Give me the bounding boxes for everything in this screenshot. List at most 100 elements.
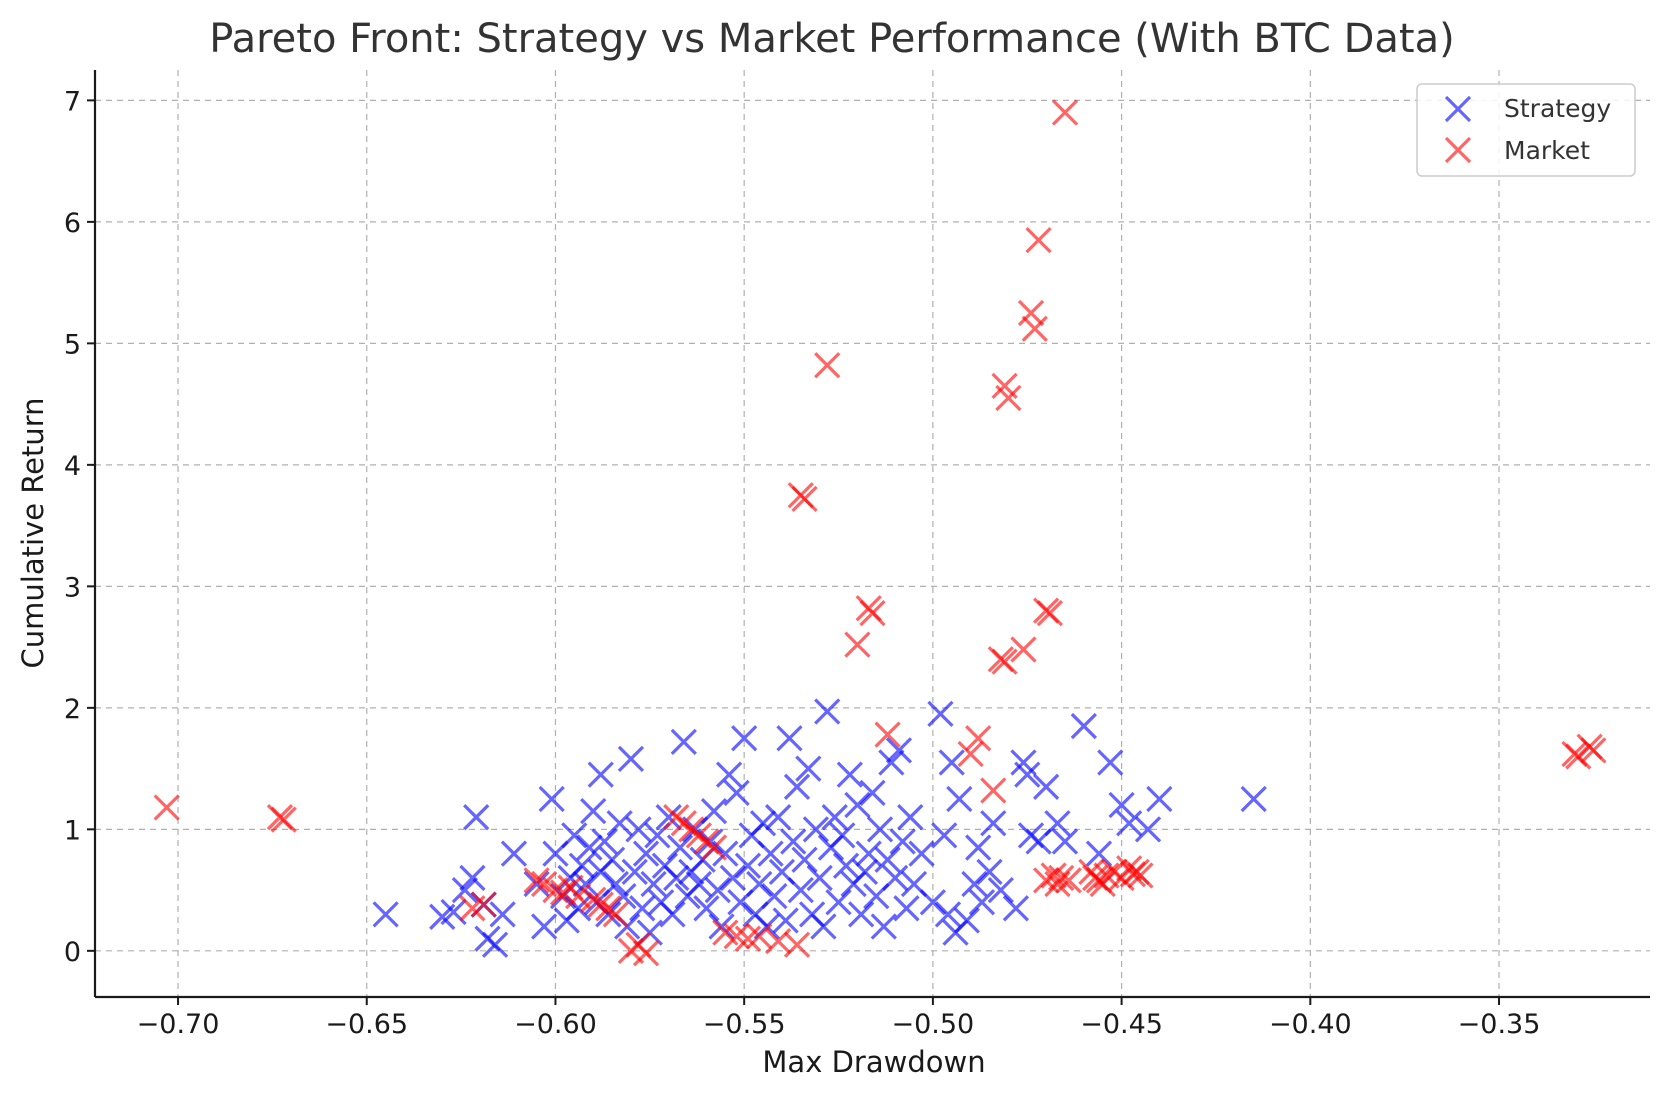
data-point-strategy (663, 864, 690, 892)
y-tick-label: 3 (64, 572, 81, 603)
data-point-market (995, 384, 1022, 412)
data-point-market (957, 740, 984, 768)
data-point-strategy (938, 749, 965, 776)
data-point-market (1116, 855, 1143, 882)
x-tick-label: −0.35 (1458, 1009, 1541, 1040)
data-point-strategy (685, 870, 713, 898)
data-point-strategy (1108, 791, 1135, 819)
data-point-strategy (372, 901, 399, 928)
data-point-market (632, 940, 660, 967)
data-point-strategy (761, 883, 788, 910)
data-point-market (965, 725, 992, 752)
data-point-market (470, 891, 497, 918)
data-point-strategy (587, 761, 614, 788)
data-point-strategy (1134, 816, 1162, 843)
data-point-strategy (666, 834, 694, 861)
data-point-strategy (1146, 785, 1173, 813)
data-point-strategy (1070, 712, 1097, 740)
data-point-strategy (919, 889, 947, 916)
y-tick-label: 4 (64, 451, 81, 482)
x-tick-label: −0.55 (703, 1009, 786, 1040)
y-tick-label: 7 (64, 86, 81, 117)
data-point-strategy (1240, 785, 1267, 813)
data-point-strategy (795, 755, 822, 782)
data-point-strategy (859, 779, 886, 807)
data-point-strategy (734, 852, 762, 879)
data-point-strategy (621, 858, 648, 885)
data-point-strategy (965, 834, 992, 861)
data-point-strategy (961, 870, 988, 898)
legend-box (1416, 83, 1636, 177)
data-point-strategy (625, 816, 652, 843)
data-point-strategy (572, 870, 599, 898)
data-point-strategy (538, 785, 565, 813)
data-point-strategy (825, 889, 852, 916)
data-point-strategy (814, 698, 841, 725)
data-point-strategy (851, 858, 879, 885)
data-point-strategy (481, 931, 509, 958)
data-point-strategy (946, 785, 973, 813)
legend-marker-icon (1444, 136, 1472, 164)
legend: Strategy Market (1416, 83, 1636, 177)
data-point-strategy (874, 846, 901, 873)
data-point-strategy (576, 834, 603, 861)
data-point-strategy (629, 895, 656, 922)
series-strategy (372, 698, 1267, 958)
data-point-strategy (610, 883, 637, 910)
data-point-market (1036, 599, 1064, 627)
data-point-strategy (821, 804, 848, 831)
data-point-strategy (832, 852, 860, 879)
data-point-strategy (844, 791, 871, 819)
data-point-strategy (463, 804, 490, 831)
legend-label-strategy: Strategy (1504, 94, 1611, 123)
data-point-strategy (1085, 840, 1113, 867)
data-point-strategy (1044, 810, 1071, 837)
data-point-strategy (1116, 810, 1143, 837)
data-point-strategy (580, 797, 607, 825)
data-point-strategy (976, 858, 1003, 885)
data-point-strategy (749, 810, 777, 837)
data-point-strategy (1032, 773, 1060, 800)
data-point-market (1580, 737, 1607, 764)
data-point-market (859, 599, 886, 627)
data-point-market (980, 777, 1007, 804)
x-axis-label: Max Drawdown (762, 1045, 985, 1079)
data-point-market (1127, 862, 1154, 889)
data-point-strategy (640, 870, 667, 898)
legend-marker-icon (1444, 95, 1472, 123)
data-point-strategy (810, 913, 837, 940)
data-point-strategy (885, 737, 913, 764)
data-point-market (587, 891, 614, 918)
data-point-strategy (848, 901, 875, 928)
data-point-market (700, 834, 728, 861)
data-point-strategy (591, 828, 618, 855)
data-point-strategy (855, 840, 882, 867)
data-point-market (991, 648, 1018, 675)
data-point-strategy (1097, 749, 1124, 776)
data-point-strategy (927, 700, 954, 728)
data-point-strategy (806, 864, 833, 892)
data-point-market (814, 352, 841, 379)
data-point-strategy (776, 725, 803, 752)
data-point-strategy (870, 913, 897, 940)
data-point-market (153, 794, 180, 821)
data-point-strategy (746, 870, 773, 898)
data-point-strategy (1051, 828, 1079, 855)
y-tick-label: 1 (64, 815, 81, 846)
data-point-market (783, 931, 811, 958)
x-tick-label: −0.60 (514, 1009, 597, 1040)
axes: −0.70 −0.65 −0.60 −0.55 −0.50 −0.45 −0.40 −0.35… (64, 70, 1650, 1040)
data-point-strategy (934, 901, 962, 928)
data-point-strategy (523, 870, 550, 898)
y-tick-label: 0 (64, 937, 81, 968)
x-tick-label: −0.50 (892, 1009, 975, 1040)
data-point-strategy (459, 864, 486, 892)
data-point-strategy (531, 913, 558, 940)
data-point-strategy (598, 846, 626, 873)
data-point-strategy (829, 822, 856, 849)
data-point-strategy (980, 810, 1007, 837)
data-point-strategy (908, 840, 935, 867)
data-point-strategy (489, 901, 516, 928)
data-point-strategy (953, 907, 980, 934)
data-point-strategy (659, 901, 686, 928)
